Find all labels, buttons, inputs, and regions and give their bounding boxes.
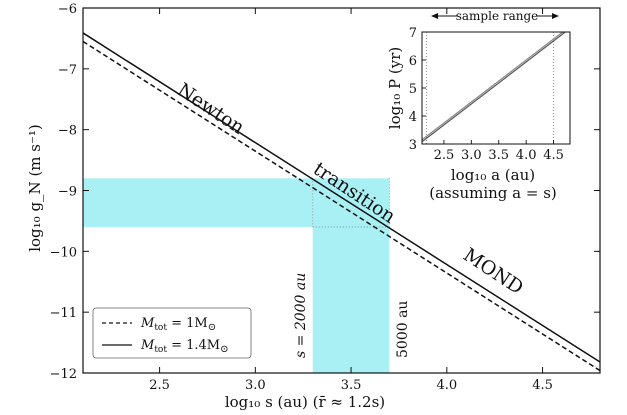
annotation-newton: Newton [173,79,248,139]
inset-y-tick-label: 7 [409,26,417,41]
inset-x-tick-label: 3.5 [488,148,509,163]
x-tick-label: 3.0 [245,378,266,393]
main-series [82,32,601,372]
inset-x-axis-label-line2: (assuming a = s) [429,184,557,202]
inset-series-line-1msun [422,32,564,141]
x-tick-label: 2.5 [149,378,170,393]
main-plot: 2.5 3.0 3.5 4.0 4.5−12−11−10−9−8−7−6 Newton … [26,2,601,411]
legend-label-1msun: Mtot = 1M⊙ [140,316,216,333]
shaded-band-vertical [312,178,390,373]
y-tick-label: −6 [58,2,77,17]
inset-sample-guides [426,32,554,144]
legend-label-1p4msun: Mtot = 1.4M⊙ [140,338,229,355]
legend: Mtot = 1M⊙ Mtot = 1.4M⊙ [92,307,252,359]
legend-box [92,307,252,359]
inset-y-tick-label: 3 [409,138,417,153]
inset-plot: 2.5 3.0 3.5 4.0 4.5 3 4 5 6 7 sample range log₁₀ … [386,9,571,202]
main-ticks: 2.5 3.0 3.5 4.0 4.5 −12 −11 −10 −9 −8 −7 −6 [50,2,600,393]
annotation-s5000: 5000 au [395,301,411,358]
inset-background [422,32,570,144]
y-tick-label: −11 [50,306,77,321]
y-tick-label: −9 [58,185,77,200]
series-line-1msun [82,40,601,372]
shaded-band-horizontal [83,178,313,227]
y-tick-label: −7 [58,63,77,78]
y-tick-label: −8 [58,124,77,139]
inset-y-axis-label: log₁₀ P (yr) [386,47,404,129]
x-tick-label: 3.5 [341,378,362,393]
inset-series-line-1p4msun [422,32,567,143]
inset-ticks: 2.5 3.0 3.5 4.0 4.5 3 4 5 6 7 [409,26,564,163]
main-x-axis-label: log₁₀ s (au) (r̄ ≈ 1.2s) [225,393,385,411]
main-shaded-bands [83,178,390,373]
x-tick-label: 4.0 [436,378,457,393]
inset-x-axis-label-line1: log₁₀ a (au) [451,166,535,184]
sample-range-label: sample range [456,9,539,23]
y-tick-label: −10 [50,245,77,260]
sample-range-arrowhead-left [431,13,438,19]
inset-x-tick-label: 4.5 [543,148,564,163]
series-line-1p4msun [82,32,601,363]
inset-x-tick-label: 4.0 [516,148,537,163]
main-y-axis-label: log₁₀ g_N (m s⁻¹) [26,124,44,252]
inset-y-tick-label: 4 [409,110,417,125]
inset-x-tick-label: 3.0 [461,148,482,163]
main-box-lines [312,178,390,228]
sample-range-arrowhead-right [552,13,559,19]
sample-range-marker: sample range [431,9,559,23]
annotation-mond: MOND [459,244,527,299]
annotation-s2000: s = 2000 au [293,273,309,358]
inset-x-tick-label: 2.5 [434,148,455,163]
inset-y-tick-label: 5 [409,82,417,97]
y-tick-label: −12 [50,367,77,382]
inset-series [422,32,567,143]
inset-y-tick-label: 6 [409,54,417,69]
x-tick-label: 4.5 [532,378,553,393]
